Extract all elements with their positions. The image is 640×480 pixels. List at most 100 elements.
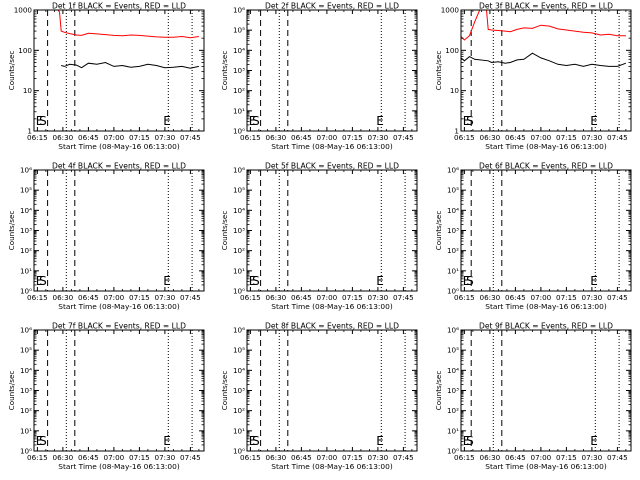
y-axis-label: Counts/sec — [7, 211, 16, 251]
panel-title: Det 2f BLACK = Events, RED = LLD — [265, 2, 399, 11]
y-tick-label: 10⁴ — [233, 46, 245, 55]
x-axis-label: Start Time (08-May-16 06:13:00) — [271, 462, 393, 471]
y-tick-label: 1 — [454, 127, 459, 136]
panel-title: Det 6f BLACK = Events, RED = LLD — [479, 162, 613, 171]
marker-e: E — [376, 114, 384, 128]
x-tick-label: 07:00 — [104, 293, 125, 302]
panel-title: Det 4f BLACK = Events, RED = LLD — [52, 162, 186, 171]
panel-title: Det 1f BLACK = Events, RED = LLD — [52, 2, 186, 11]
x-tick-label: 06:15 — [27, 293, 48, 302]
y-tick-label: 1000 — [441, 6, 460, 15]
y-tick-label: 10 — [450, 86, 460, 95]
y-tick-label: 10⁵ — [447, 346, 459, 355]
x-tick-label: 07:15 — [556, 133, 577, 142]
y-tick-label: 10² — [20, 246, 32, 255]
y-tick-label: 10¹ — [447, 426, 459, 435]
y-tick-label: 10⁰ — [447, 287, 459, 296]
x-axis-label: Start Time (08-May-16 06:13:00) — [58, 302, 180, 311]
panel-title: Det 3f BLACK = Events, RED = LLD — [479, 2, 613, 11]
y-tick-label: 10⁵ — [233, 26, 245, 35]
x-tick-label: 07:30 — [368, 293, 389, 302]
y-tick-label: 10³ — [447, 386, 459, 395]
marker-e: E — [163, 114, 171, 128]
marker-s: S — [39, 434, 47, 448]
y-tick-label: 10⁴ — [233, 366, 245, 375]
y-tick-label: 10⁰ — [20, 447, 32, 456]
y-tick-label: 10² — [447, 246, 459, 255]
marker-e: E — [249, 434, 257, 448]
x-tick-label: 07:00 — [317, 133, 338, 142]
y-tick-label: 10¹ — [20, 266, 32, 275]
y-tick-label: 10³ — [447, 226, 459, 235]
x-tick-label: 06:30 — [53, 293, 74, 302]
x-tick-label: 06:45 — [78, 293, 99, 302]
y-axis-label: Counts/sec — [434, 371, 443, 411]
y-axis-label: Counts/sec — [7, 371, 16, 411]
x-tick-label: 07:30 — [155, 293, 176, 302]
series-lld — [461, 10, 626, 41]
x-tick-label: 06:15 — [240, 453, 261, 462]
y-tick-label: 10⁶ — [20, 326, 32, 335]
x-axis-label: Start Time (08-May-16 06:13:00) — [271, 302, 393, 311]
panel-title: Det 9f BLACK = Events, RED = LLD — [479, 322, 613, 331]
y-tick-label: 10⁵ — [233, 346, 245, 355]
y-tick-label: 100 — [18, 46, 32, 55]
y-tick-label: 10⁶ — [447, 166, 459, 175]
x-tick-label: 07:30 — [368, 133, 389, 142]
marker-e: E — [376, 274, 384, 288]
marker-e: E — [590, 434, 598, 448]
marker-s: S — [39, 274, 47, 288]
y-tick-label: 10⁵ — [233, 186, 245, 195]
x-tick-label: 07:00 — [531, 133, 552, 142]
y-tick-label: 10⁵ — [447, 186, 459, 195]
x-tick-label: 07:30 — [582, 133, 603, 142]
y-tick-label: 10¹ — [233, 106, 245, 115]
x-tick-label: 07:45 — [180, 453, 201, 462]
marker-s: S — [466, 114, 474, 128]
marker-s: S — [252, 434, 260, 448]
x-axis-label: Start Time (08-May-16 06:13:00) — [485, 462, 607, 471]
panel-title: Det 8f BLACK = Events, RED = LLD — [265, 322, 399, 331]
x-axis-label: Start Time (08-May-16 06:13:00) — [58, 462, 180, 471]
x-tick-label: 06:15 — [454, 453, 475, 462]
x-tick-label: 06:15 — [454, 133, 475, 142]
y-tick-label: 10³ — [233, 226, 245, 235]
y-tick-label: 1 — [27, 127, 32, 136]
x-tick-label: 06:45 — [291, 293, 312, 302]
x-axis-label: Start Time (08-May-16 06:13:00) — [271, 142, 393, 151]
y-tick-label: 10 — [23, 86, 33, 95]
x-tick-label: 07:45 — [180, 293, 201, 302]
marker-e: E — [463, 274, 471, 288]
x-tick-label: 06:30 — [480, 133, 501, 142]
y-tick-label: 10⁵ — [20, 186, 32, 195]
marker-e: E — [36, 274, 44, 288]
x-tick-label: 07:00 — [531, 293, 552, 302]
marker-s: S — [466, 274, 474, 288]
marker-e: E — [376, 434, 384, 448]
y-tick-label: 10² — [233, 406, 245, 415]
x-tick-label: 07:15 — [342, 133, 363, 142]
y-tick-label: 10² — [447, 406, 459, 415]
y-tick-label: 10⁴ — [20, 206, 32, 215]
x-tick-label: 07:00 — [104, 453, 125, 462]
x-tick-label: 06:45 — [78, 133, 99, 142]
y-tick-label: 10⁶ — [233, 166, 245, 175]
x-tick-label: 06:45 — [505, 293, 526, 302]
x-tick-label: 07:15 — [129, 453, 150, 462]
y-tick-label: 10² — [233, 246, 245, 255]
x-axis-label: Start Time (08-May-16 06:13:00) — [485, 302, 607, 311]
x-tick-label: 07:45 — [607, 453, 628, 462]
x-tick-label: 06:30 — [53, 133, 74, 142]
x-tick-label: 07:45 — [607, 133, 628, 142]
x-axis-label: Start Time (08-May-16 06:13:00) — [485, 142, 607, 151]
y-tick-label: 10³ — [233, 386, 245, 395]
x-tick-label: 07:45 — [607, 293, 628, 302]
